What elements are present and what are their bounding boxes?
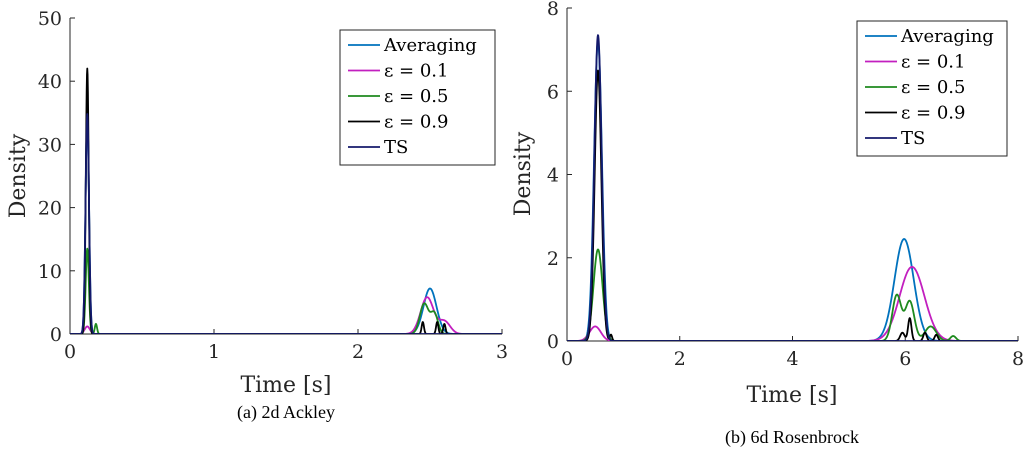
legend-box bbox=[339, 29, 496, 166]
x-axis-label: Time [s] bbox=[746, 383, 837, 408]
y-tick-label: 20 bbox=[38, 198, 62, 220]
legend-label-ts: TS bbox=[901, 128, 925, 149]
legend-box bbox=[856, 20, 1008, 157]
legend-label-averaging: Averaging bbox=[383, 35, 477, 56]
legend: Averaging ε = 0.1 ε = 0.5 ε = 0.9 TS bbox=[339, 29, 496, 166]
legend-label-eps05: ε = 0.5 bbox=[384, 86, 448, 107]
x-tick-label: 2 bbox=[352, 341, 364, 363]
x-tick-label: 0 bbox=[561, 348, 573, 370]
y-tick-label: 40 bbox=[38, 71, 62, 93]
legend-label-eps01: ε = 0.1 bbox=[384, 61, 448, 82]
plot-area bbox=[70, 67, 502, 334]
panel-6d-rosenbrock: 0 2 4 6 8 0 2 4 6 8 Time [s] Density Averaging ε = 0.… bbox=[511, 0, 1024, 448]
series-line-averaging bbox=[70, 115, 502, 334]
figure-caption: (a) 2d Ackley bbox=[237, 402, 335, 423]
y-tick-label: 2 bbox=[547, 248, 559, 270]
series-line-eps01 bbox=[567, 266, 1018, 341]
x-tick-label: 0 bbox=[64, 341, 76, 363]
x-tick-label: 6 bbox=[899, 348, 911, 370]
y-axis-label: Density bbox=[6, 133, 31, 218]
x-tick-label: 3 bbox=[496, 341, 508, 363]
series-line-eps05 bbox=[70, 247, 502, 334]
y-tick-label: 0 bbox=[547, 331, 559, 353]
legend-label-eps05: ε = 0.5 bbox=[901, 77, 965, 98]
legend: Averaging ε = 0.1 ε = 0.5 ε = 0.9 TS bbox=[856, 20, 1008, 157]
figure-caption: (b) 6d Rosenbrock bbox=[725, 427, 859, 448]
legend-label-averaging: Averaging bbox=[900, 26, 994, 47]
y-tick-label: 6 bbox=[547, 81, 559, 103]
series-line-eps01 bbox=[70, 296, 502, 334]
legend-label-eps09: ε = 0.9 bbox=[384, 112, 448, 133]
y-tick-label: 50 bbox=[38, 8, 62, 30]
series-line-eps05 bbox=[567, 248, 1018, 341]
y-axis-label: Density bbox=[511, 131, 536, 216]
y-tick-label: 0 bbox=[50, 324, 62, 346]
y-tick-label: 4 bbox=[547, 165, 559, 187]
y-tick-label: 10 bbox=[38, 261, 62, 283]
x-tick-label: 4 bbox=[786, 348, 798, 370]
x-axis-label: Time [s] bbox=[240, 373, 331, 398]
legend-label-ts: TS bbox=[384, 137, 408, 158]
y-tick-label: 8 bbox=[547, 0, 559, 20]
plot-area bbox=[567, 34, 1018, 341]
x-tick-label: 2 bbox=[674, 348, 686, 370]
x-tick-label: 1 bbox=[208, 341, 220, 363]
legend-label-eps09: ε = 0.9 bbox=[901, 103, 965, 124]
x-tick-label: 8 bbox=[1012, 348, 1024, 370]
legend-label-eps01: ε = 0.1 bbox=[901, 52, 965, 73]
y-tick-label: 30 bbox=[38, 134, 62, 156]
